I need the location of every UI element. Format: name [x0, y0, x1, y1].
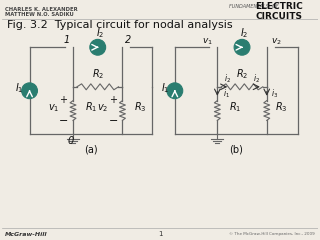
Text: $v_2$: $v_2$	[97, 102, 108, 114]
Text: McGraw-Hill: McGraw-Hill	[5, 232, 47, 237]
Text: 2: 2	[125, 35, 132, 45]
Text: MATTHEW N.O. SADIKU: MATTHEW N.O. SADIKU	[5, 12, 74, 17]
Text: © The McGraw-Hill Companies, Inc., 2009: © The McGraw-Hill Companies, Inc., 2009	[229, 232, 315, 236]
Text: −: −	[108, 116, 118, 126]
Text: $I_2$: $I_2$	[95, 26, 104, 40]
Text: $I_1$: $I_1$	[161, 81, 169, 95]
Text: 1: 1	[64, 35, 70, 45]
Circle shape	[22, 83, 37, 99]
Text: (b): (b)	[229, 144, 243, 154]
Text: $I_2$: $I_2$	[240, 26, 248, 40]
Text: $v_1$: $v_1$	[48, 102, 59, 114]
Text: $v_2$: $v_2$	[271, 36, 282, 47]
Text: $R_2$: $R_2$	[236, 67, 248, 81]
Text: (a): (a)	[84, 144, 98, 154]
Text: $R_3$: $R_3$	[134, 101, 147, 114]
Circle shape	[167, 83, 183, 99]
Text: ELECTRIC
CIRCUITS: ELECTRIC CIRCUITS	[255, 2, 302, 21]
Text: −: −	[59, 116, 68, 126]
Text: $i_1$: $i_1$	[223, 88, 230, 100]
Text: +: +	[108, 95, 116, 105]
Text: $i_2$: $i_2$	[253, 73, 260, 85]
Text: FUNDAMENTALS  OF: FUNDAMENTALS OF	[229, 4, 279, 9]
Circle shape	[234, 39, 250, 55]
Text: $I_1$: $I_1$	[15, 81, 24, 95]
Text: $R_2$: $R_2$	[92, 67, 104, 81]
Text: $i_2$: $i_2$	[224, 73, 231, 85]
Text: 1: 1	[158, 231, 162, 237]
Text: $v_1$: $v_1$	[202, 36, 213, 47]
Text: $i_3$: $i_3$	[271, 88, 278, 100]
Text: +: +	[59, 95, 67, 105]
Text: $R_1$: $R_1$	[85, 101, 97, 114]
Circle shape	[90, 39, 106, 55]
Text: $R_3$: $R_3$	[275, 101, 287, 114]
Text: Fig. 3.2  Typical circuit for nodal analysis: Fig. 3.2 Typical circuit for nodal analy…	[7, 19, 232, 30]
Text: CHARLES K. ALEXANDER: CHARLES K. ALEXANDER	[5, 7, 77, 12]
Text: 0: 0	[68, 136, 74, 146]
Text: $R_1$: $R_1$	[229, 101, 242, 114]
